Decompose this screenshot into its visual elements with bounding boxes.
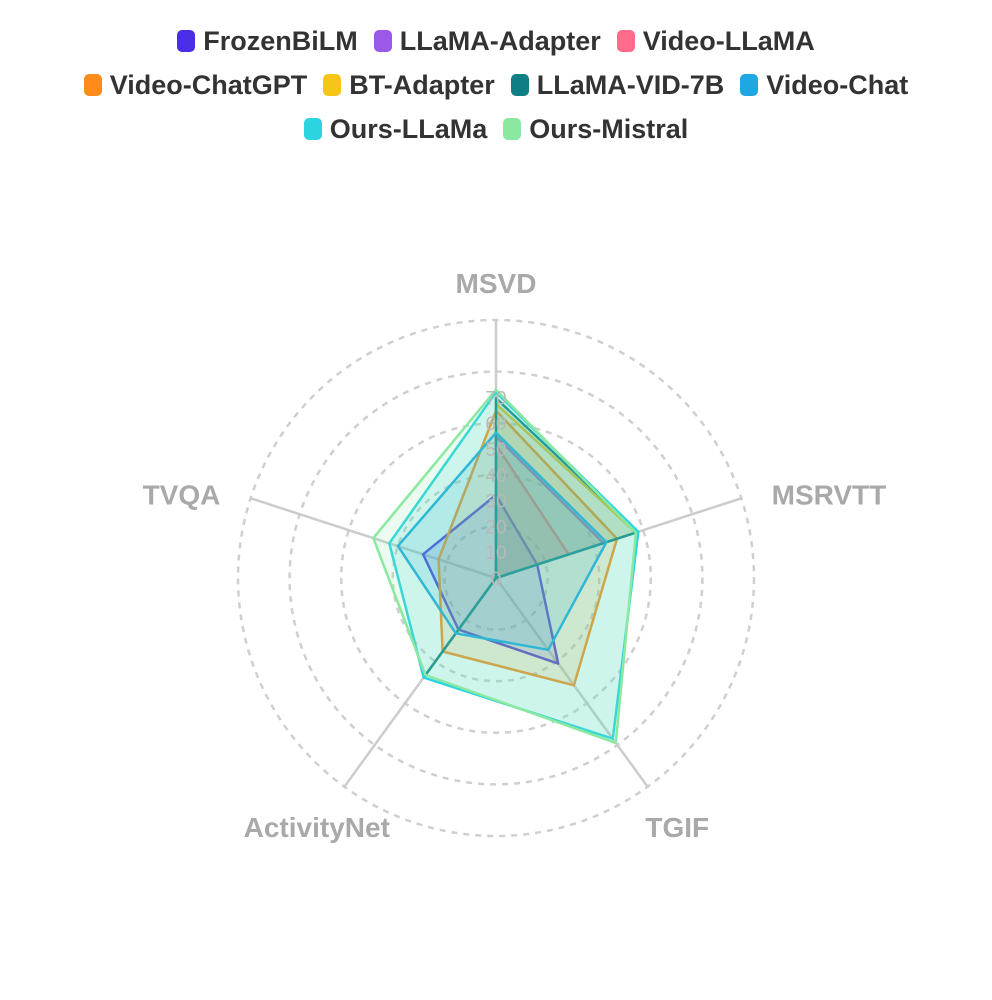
series-polygon-video-chat — [396, 431, 608, 652]
legend-swatch — [303, 118, 322, 140]
chart-legend: FrozenBiLM LLaMA-Adapter Video-LLaMA Video-… — [0, 22, 992, 148]
legend-label: LLaMA-VID-7B — [536, 69, 725, 100]
legend-item-ours-llama[interactable]: Ours-LLaMa — [303, 113, 488, 145]
indicator-label-activitynet: ActivityNet — [244, 812, 390, 843]
legend-item-ours-mistral[interactable]: Ours-Mistral — [503, 114, 688, 145]
legend-swatch — [616, 30, 635, 52]
tick-label: 60 — [485, 414, 506, 435]
legend-label: Ours-Mistral — [529, 113, 689, 144]
grid-ring — [339, 421, 653, 735]
radar-series — [372, 388, 640, 745]
legend-item-llama-adapter[interactable]: LLaMA-Adapter — [373, 25, 601, 57]
legend-item-video-llama[interactable]: Video-LLaMA — [616, 25, 815, 57]
legend-item-bt-adapter[interactable]: BT-Adapter — [323, 70, 495, 101]
series-polygon-ours-mistral — [372, 388, 638, 745]
legend-swatch — [373, 30, 392, 52]
tick-label: 10 — [485, 543, 506, 564]
indicator-label-msrvtt: MSRVTT — [772, 479, 887, 510]
legend-item-video-chatgpt[interactable]: Video-ChatGPT — [83, 69, 308, 101]
legend-swatch — [510, 74, 529, 96]
radar-ticks: 0 10 20 30 40 50 60 70 — [485, 388, 506, 590]
indicator-label-tvqa: TVQA — [143, 479, 221, 510]
legend-label: BT-Adapter — [349, 69, 495, 100]
legend-label: Video-Chat — [766, 69, 909, 100]
indicator-label-msvd: MSVD — [456, 268, 537, 299]
legend-item-video-chat[interactable]: Video-Chat — [740, 70, 908, 101]
legend-label: Video-LLaMA — [642, 25, 815, 56]
legend-label: LLaMA-Adapter — [399, 25, 601, 56]
legend-label: Ours-LLaMa — [329, 113, 488, 144]
tick-label: 70 — [485, 388, 506, 409]
axis-line-tgif — [494, 577, 649, 788]
legend-swatch — [323, 74, 342, 96]
legend-row: Video-ChatGPT BT-Adapter LLaMA-VID-7B Video… — [83, 66, 908, 104]
legend-row: FrozenBiLM LLaMA-Adapter Video-LLaMA — [177, 22, 815, 60]
tick-label: 50 — [485, 440, 506, 461]
tick-label: 40 — [485, 466, 506, 487]
radar-indicator-labels: MSVD MSRVTT TGIF ActivityNet TVQA — [143, 268, 887, 843]
indicator-label-tgif: TGIF — [645, 812, 709, 843]
legend-item-llama-vid-7b[interactable]: LLaMA-VID-7B — [510, 69, 725, 101]
legend-swatch — [177, 30, 196, 52]
tick-label: 0 — [491, 569, 502, 590]
legend-label: Video-ChatGPT — [109, 69, 308, 100]
legend-label: FrozenBiLM — [203, 25, 358, 56]
legend-row: Ours-LLaMa Ours-Mistral — [303, 110, 688, 148]
series-polygon-video-chatgpt — [437, 409, 619, 687]
legend-item-frozenbilm[interactable]: FrozenBiLM — [177, 26, 358, 57]
tick-label: 20 — [485, 517, 506, 538]
tick-label: 30 — [485, 492, 506, 513]
series-polygon-frozenbilm — [421, 493, 560, 665]
legend-swatch — [503, 118, 522, 140]
legend-swatch — [740, 74, 759, 96]
legend-swatch — [83, 74, 102, 96]
